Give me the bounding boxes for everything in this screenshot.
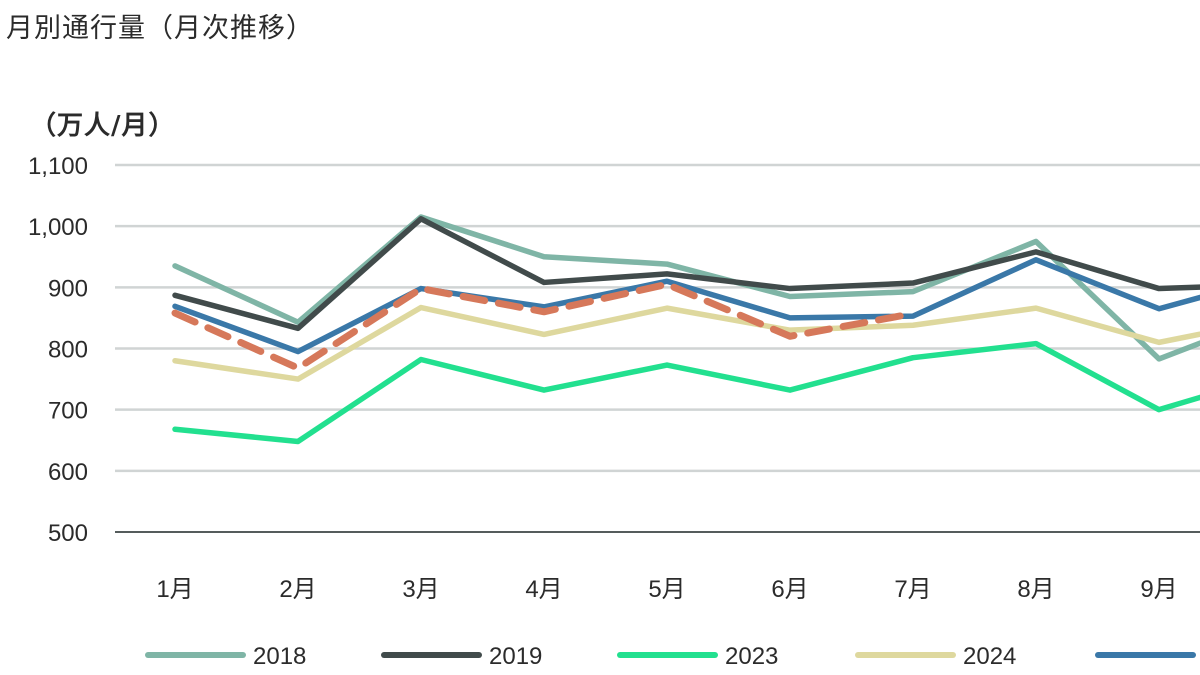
chart-title: 月別通行量（月次推移） xyxy=(6,13,314,44)
x-tick-label: 7月 xyxy=(894,576,931,603)
x-tick-label: 8月 xyxy=(1017,576,1054,603)
x-axis-tick-labels: 1月2月3月4月5月6月7月8月9月10月 xyxy=(156,576,1177,603)
y-axis-unit-label: （万人/月） xyxy=(30,111,176,141)
y-axis-tick-labels: 500 600 700 800 900 1,000 1,100 xyxy=(28,153,88,547)
legend: 2018 2019 2023 2024 xyxy=(145,643,1196,670)
y-tick-label: 900 xyxy=(48,275,88,302)
y-tick-label: 1,000 xyxy=(28,214,88,241)
x-tick-label: 6月 xyxy=(771,576,808,603)
series-lines xyxy=(171,214,1200,445)
x-tick-label: 5月 xyxy=(648,576,685,603)
legend-label: 2019 xyxy=(489,643,542,670)
y-tick-label: 600 xyxy=(48,459,88,486)
y-tick-label: 800 xyxy=(48,337,88,364)
legend-label: 2024 xyxy=(963,643,1016,670)
series-line-2024 xyxy=(172,304,1200,382)
x-tick-label: 4月 xyxy=(525,576,562,603)
y-tick-label: 500 xyxy=(48,520,88,547)
x-tick-label: 3月 xyxy=(402,576,439,603)
legend-label: 2018 xyxy=(253,643,306,670)
legend-label: 2023 xyxy=(725,643,778,670)
y-tick-label: 700 xyxy=(48,398,88,425)
y-tick-label: 1,100 xyxy=(28,153,88,180)
series-line-unlabeled-4 xyxy=(172,257,1200,355)
x-tick-label: 2月 xyxy=(279,576,316,603)
series-line-2019 xyxy=(172,216,1200,332)
series-line-2023 xyxy=(172,340,1200,445)
gridlines xyxy=(115,163,1200,533)
x-tick-label: 9月 xyxy=(1140,576,1177,603)
x-tick-label: 1月 xyxy=(156,576,193,603)
series-line-unlabeled-5 xyxy=(171,280,917,372)
